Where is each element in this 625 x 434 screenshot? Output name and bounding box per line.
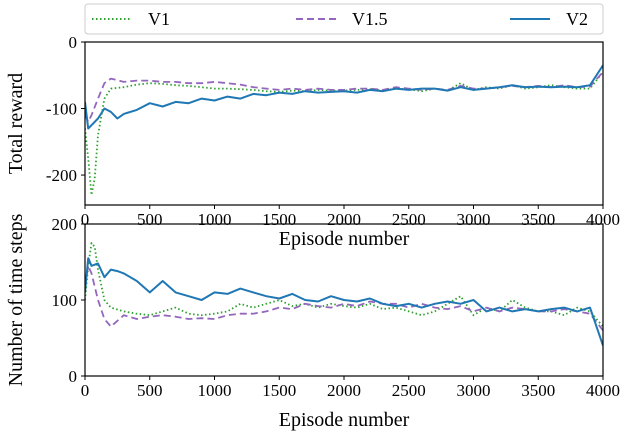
legend-box bbox=[84, 3, 604, 35]
series-group bbox=[85, 64, 603, 196]
x-tick-label: 0 bbox=[81, 381, 90, 400]
x-tick-label: 1000 bbox=[198, 381, 232, 400]
y-tick-label: 0 bbox=[69, 33, 78, 52]
legend: V1 V1.5 V2 bbox=[84, 3, 604, 35]
reward-panel: 0 500 1000 1500 2000 2500 3000 3500 40000-100-20… bbox=[5, 33, 620, 250]
x-tick-label: 500 bbox=[137, 381, 163, 400]
legend-label: V1 bbox=[148, 9, 170, 29]
y-tick-label: -200 bbox=[46, 166, 77, 185]
y-tick-label: 0 bbox=[69, 367, 78, 386]
x-tick-label: 3000 bbox=[457, 381, 491, 400]
x-tick-label: 500 bbox=[137, 210, 163, 229]
x-axis-label: Episode number bbox=[279, 228, 410, 250]
y-axis-label: Total reward bbox=[5, 73, 27, 174]
legend-label: V2 bbox=[566, 9, 588, 29]
y-tick-label: 100 bbox=[52, 291, 78, 310]
series-line-v2 bbox=[85, 64, 603, 130]
x-tick-label: 2000 bbox=[327, 210, 361, 229]
x-tick-label: 3500 bbox=[521, 381, 555, 400]
y-axis-label: Number of time steps bbox=[5, 213, 27, 386]
y-tick-label: 200 bbox=[52, 215, 78, 234]
series-line-v2 bbox=[85, 257, 603, 346]
series-line-v1 bbox=[85, 71, 603, 196]
x-tick-label: 2000 bbox=[327, 381, 361, 400]
series-group bbox=[85, 242, 603, 346]
x-tick-label: 1000 bbox=[198, 210, 232, 229]
x-tick-label: 2500 bbox=[392, 381, 426, 400]
x-axis-label: Episode number bbox=[279, 409, 410, 431]
legend-label: V1.5 bbox=[352, 9, 388, 29]
y-tick-label: -100 bbox=[46, 100, 77, 119]
series-line-v1-5 bbox=[85, 264, 603, 331]
series-line-v1-5 bbox=[85, 71, 603, 123]
plot-frame bbox=[84, 41, 604, 206]
x-tick-label: 3000 bbox=[457, 210, 491, 229]
x-tick-label: 1500 bbox=[262, 210, 296, 229]
x-tick-label: 1500 bbox=[262, 381, 296, 400]
steps-panel: 0 500 1000 1500 2000 2500 3000 3500 4000 0 100 200 E… bbox=[5, 213, 620, 431]
x-tick-label: 4000 bbox=[586, 381, 620, 400]
x-tick-label: 3500 bbox=[521, 210, 555, 229]
series-line-v1 bbox=[85, 242, 603, 328]
x-tick-label: 2500 bbox=[392, 210, 426, 229]
x-tick-label: 0 bbox=[81, 210, 90, 229]
